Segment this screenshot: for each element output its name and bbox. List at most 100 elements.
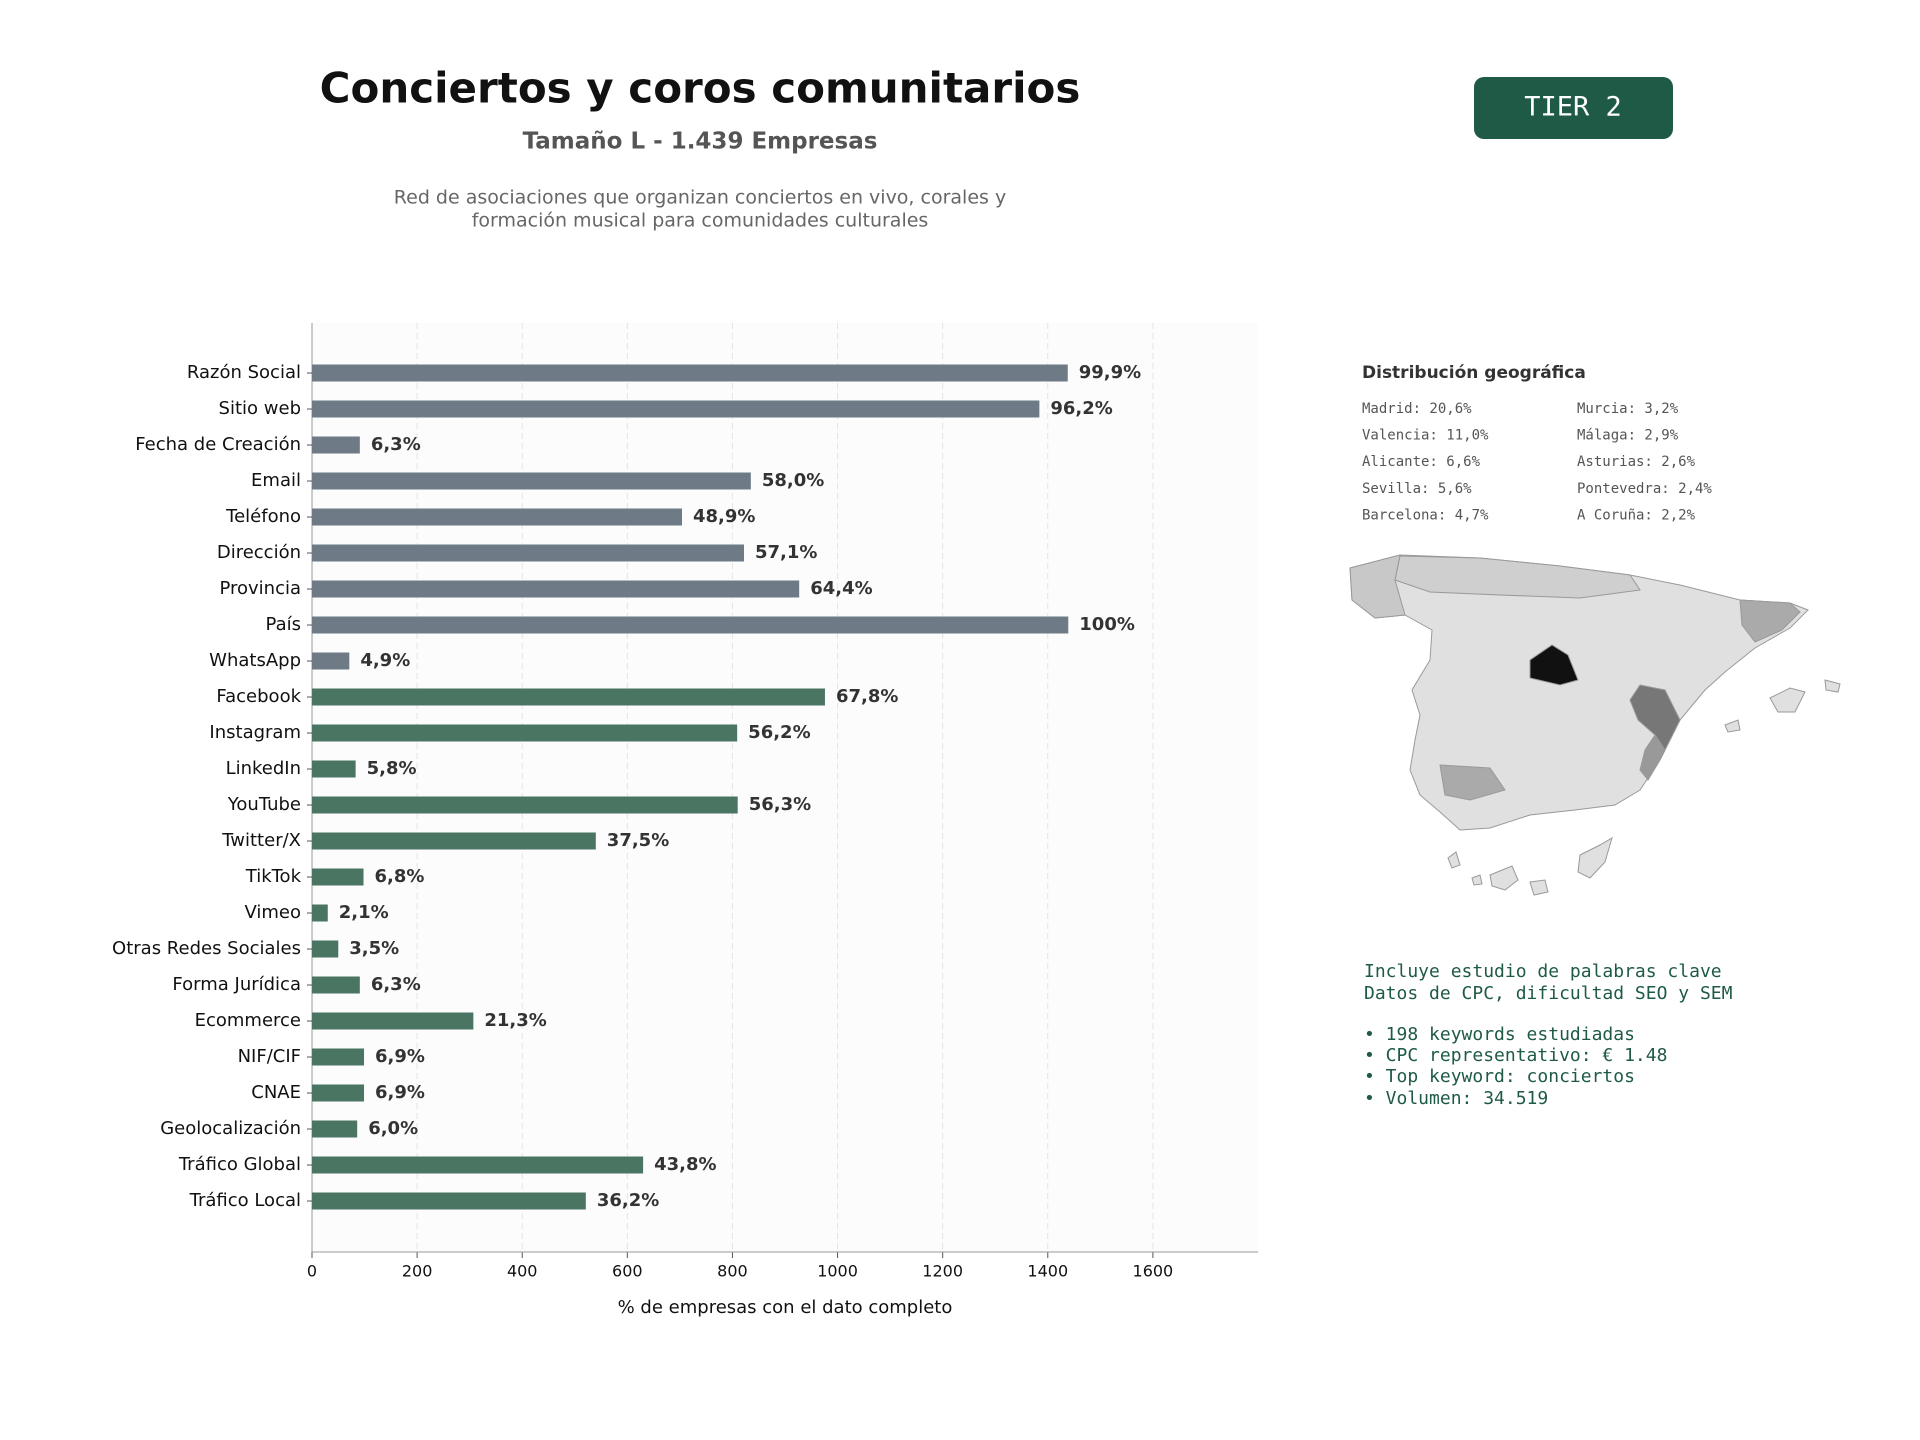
value-label: 6,3% (371, 974, 421, 995)
north-regions (1394, 555, 1641, 599)
value-label: 3,5% (349, 938, 399, 959)
value-label: 96,2% (1050, 398, 1112, 419)
y-tick-label: Ecommerce (195, 1010, 301, 1031)
value-label: 58,0% (762, 470, 824, 491)
bar (312, 1048, 365, 1066)
y-tick-label: WhatsApp (209, 650, 301, 671)
bar (312, 904, 328, 922)
y-tick-label: Razón Social (187, 362, 301, 383)
y-tick-label: Dirección (217, 542, 301, 563)
geo-item: Barcelona: 4,7% (1362, 507, 1489, 523)
y-tick-label: Instagram (209, 722, 301, 743)
bar (312, 832, 596, 850)
map (1349, 554, 1841, 896)
bar (312, 544, 745, 562)
y-tick-label: Fecha de Creación (135, 434, 301, 455)
y-tick-label: Tráfico Global (178, 1154, 301, 1175)
bar (312, 760, 356, 778)
geo-item: Sevilla: 5,6% (1362, 481, 1472, 497)
y-tick-label: Facebook (216, 686, 301, 707)
value-label: 6,3% (371, 434, 421, 455)
y-tick-label: LinkedIn (226, 758, 301, 779)
canarias-east (1577, 836, 1613, 879)
bar (312, 976, 360, 994)
plot-area (312, 323, 1258, 1252)
y-tick-label: Vimeo (244, 902, 301, 923)
x-tick-label: 200 (402, 1262, 433, 1281)
bar (312, 724, 738, 742)
y-tick-label: YouTube (227, 794, 301, 815)
geo-item: Valencia: 11,0% (1362, 428, 1489, 444)
geo-item: Asturias: 2,6% (1577, 454, 1696, 470)
geo-title: Distribución geográfica (1362, 363, 1586, 383)
bar (312, 472, 751, 490)
value-label: 56,3% (749, 794, 811, 815)
bar (312, 1084, 365, 1102)
value-label: 36,2% (597, 1190, 659, 1211)
value-label: 57,1% (755, 542, 817, 563)
bar (312, 1156, 644, 1174)
x-tick-label: 1600 (1133, 1262, 1174, 1281)
bar (312, 580, 800, 598)
y-tick-label: Provincia (219, 578, 301, 599)
y-tick-label: CNAE (251, 1082, 301, 1103)
bar (312, 868, 364, 886)
geo-item: A Coruña: 2,2% (1577, 507, 1696, 523)
bar (312, 1192, 586, 1210)
value-label: 6,9% (375, 1082, 425, 1103)
geo-item: Murcia: 3,2% (1577, 401, 1679, 417)
x-tick-label: 1400 (1027, 1262, 1068, 1281)
gran-canaria (1529, 879, 1549, 896)
subtitle: Tamaño L - 1.439 Empresas (523, 129, 878, 155)
value-label: 21,3% (484, 1010, 546, 1031)
menorca (1824, 679, 1841, 693)
x-tick-label: 400 (507, 1262, 538, 1281)
bar (312, 1012, 474, 1030)
y-tick-label: Teléfono (225, 506, 301, 527)
keyword-line: • 198 keywords estudiadas (1364, 1024, 1635, 1045)
ibiza (1724, 719, 1741, 733)
x-axis-label: % de empresas con el dato completo (618, 1297, 953, 1318)
x-tick-label: 1000 (817, 1262, 858, 1281)
value-label: 100% (1079, 614, 1135, 635)
value-label: 6,8% (375, 866, 425, 887)
y-tick-label: Otras Redes Sociales (112, 938, 301, 959)
la-palma (1447, 851, 1461, 869)
y-tick-label: Tráfico Local (189, 1190, 301, 1211)
y-tick-label: Email (251, 470, 301, 491)
keyword-line: • Volumen: 34.519 (1364, 1088, 1548, 1109)
value-label: 43,8% (654, 1154, 716, 1175)
x-tick-label: 0 (307, 1262, 317, 1281)
value-label: 5,8% (367, 758, 417, 779)
keyword-line: Incluye estudio de palabras clave (1364, 961, 1722, 982)
bar (312, 652, 350, 670)
badge (1474, 77, 1673, 139)
gomera (1471, 874, 1483, 886)
bar (312, 940, 339, 958)
y-tick-label: Twitter/X (221, 830, 301, 851)
bar (312, 796, 738, 814)
x-tick-label: 1200 (922, 1262, 963, 1281)
value-label: 64,4% (810, 578, 872, 599)
baleares (1769, 687, 1806, 713)
bar (312, 436, 360, 454)
bar (312, 688, 825, 706)
y-tick-label: País (266, 614, 301, 635)
y-tick-label: Sitio web (219, 398, 301, 419)
bar (312, 508, 682, 526)
tenerife (1489, 865, 1519, 891)
alicante (1639, 734, 1666, 781)
geo-item: Málaga: 2,9% (1577, 428, 1679, 444)
bar (312, 616, 1069, 634)
value-label: 37,5% (607, 830, 669, 851)
geo-item: Alicante: 6,6% (1362, 454, 1481, 470)
madrid (1529, 644, 1579, 686)
geo-item: Madrid: 20,6% (1362, 401, 1472, 417)
value-label: 67,8% (836, 686, 898, 707)
y-tick-label: TikTok (245, 866, 302, 887)
value-label: 2,1% (339, 902, 389, 923)
description: Red de asociaciones que organizan concie… (394, 187, 1006, 209)
value-label: 6,0% (368, 1118, 418, 1139)
keyword-line: Datos de CPC, dificultad SEO y SEM (1364, 983, 1733, 1004)
